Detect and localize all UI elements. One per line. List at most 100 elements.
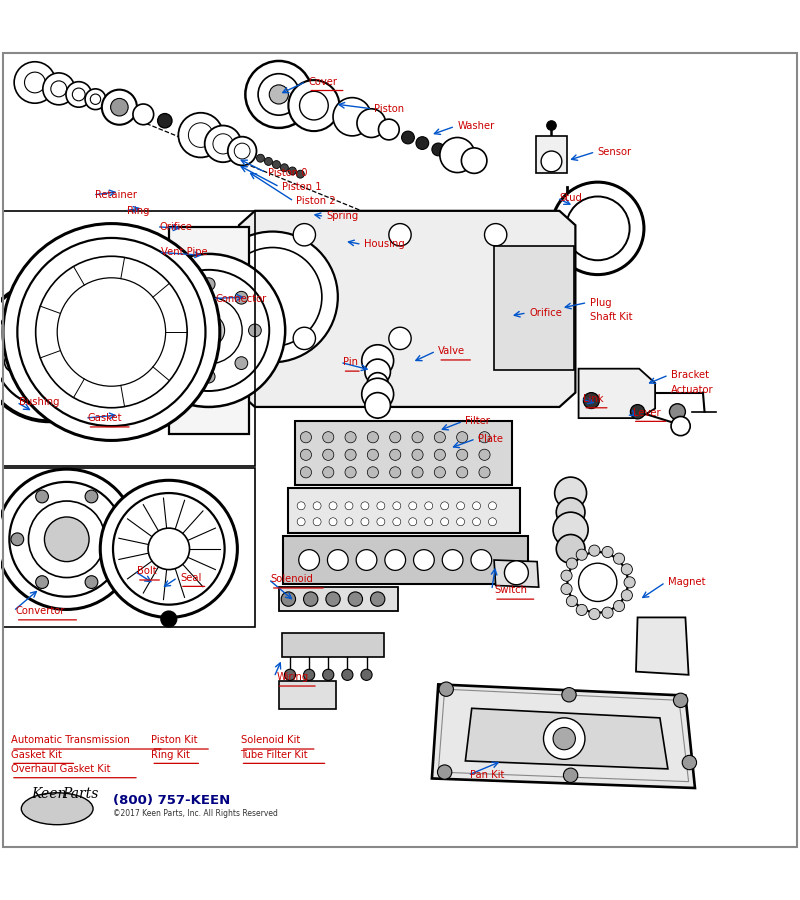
Circle shape (207, 231, 338, 363)
Circle shape (322, 432, 334, 443)
Circle shape (377, 502, 385, 509)
Circle shape (471, 550, 492, 571)
Circle shape (602, 608, 613, 618)
Circle shape (566, 558, 578, 569)
Circle shape (246, 61, 312, 128)
Circle shape (438, 765, 452, 779)
Text: Piston Kit: Piston Kit (151, 735, 198, 745)
Circle shape (567, 552, 628, 613)
Circle shape (45, 517, 89, 562)
Circle shape (342, 670, 353, 680)
Circle shape (258, 74, 299, 115)
Circle shape (297, 502, 305, 509)
Circle shape (589, 608, 600, 619)
Circle shape (235, 292, 248, 304)
Text: Automatic Transmission: Automatic Transmission (11, 735, 130, 745)
Text: Lever: Lever (633, 408, 661, 418)
Circle shape (566, 596, 578, 607)
Circle shape (583, 392, 599, 409)
Text: Filter: Filter (466, 417, 490, 427)
Circle shape (345, 467, 356, 478)
Circle shape (589, 545, 600, 556)
Polygon shape (494, 246, 574, 370)
Circle shape (202, 278, 215, 291)
Circle shape (14, 62, 55, 104)
Circle shape (505, 561, 528, 585)
Circle shape (0, 469, 137, 609)
Circle shape (390, 432, 401, 443)
Circle shape (578, 563, 617, 601)
Circle shape (393, 502, 401, 509)
Circle shape (462, 148, 487, 174)
Text: Ring Kit: Ring Kit (151, 750, 190, 760)
Circle shape (288, 167, 296, 175)
Polygon shape (283, 536, 527, 584)
Circle shape (22, 324, 76, 378)
Text: Bushing: Bushing (19, 397, 59, 407)
Circle shape (110, 98, 128, 116)
Circle shape (85, 491, 98, 503)
Circle shape (265, 158, 273, 166)
Text: Vent Pipe: Vent Pipe (161, 248, 207, 257)
Text: Housing: Housing (364, 239, 405, 249)
Circle shape (561, 583, 572, 595)
Circle shape (11, 533, 24, 545)
Text: Orifice: Orifice (159, 221, 192, 232)
Circle shape (293, 328, 315, 349)
Text: Plug: Plug (590, 298, 611, 308)
Circle shape (473, 502, 481, 509)
Circle shape (5, 353, 24, 372)
Circle shape (670, 404, 686, 419)
Circle shape (299, 91, 328, 120)
Polygon shape (636, 617, 689, 675)
Text: Bracket: Bracket (671, 370, 709, 380)
Circle shape (362, 378, 394, 410)
Circle shape (51, 81, 66, 97)
Text: Wiring: Wiring (277, 672, 309, 682)
Circle shape (205, 125, 242, 162)
Circle shape (624, 577, 635, 588)
Text: Piston: Piston (374, 104, 405, 113)
Circle shape (18, 238, 206, 426)
Circle shape (132, 254, 285, 407)
Circle shape (602, 546, 613, 558)
Circle shape (416, 137, 429, 149)
Circle shape (389, 328, 411, 349)
Circle shape (389, 223, 411, 246)
Circle shape (345, 502, 353, 509)
Circle shape (390, 467, 401, 478)
Circle shape (682, 755, 697, 770)
Text: Seal: Seal (180, 572, 202, 582)
Text: Keen: Keen (32, 788, 67, 801)
Circle shape (425, 502, 433, 509)
Text: Stud: Stud (559, 194, 582, 203)
Text: Switch: Switch (494, 585, 527, 595)
Circle shape (362, 345, 394, 377)
Circle shape (313, 502, 321, 509)
Circle shape (409, 518, 417, 526)
Circle shape (614, 554, 625, 564)
Bar (535, 136, 567, 173)
Circle shape (441, 518, 449, 526)
Circle shape (85, 89, 106, 110)
Circle shape (365, 359, 390, 384)
Circle shape (43, 73, 74, 104)
Circle shape (551, 182, 644, 274)
Ellipse shape (22, 793, 93, 824)
Circle shape (622, 563, 633, 575)
Text: Washer: Washer (458, 122, 494, 131)
Circle shape (288, 80, 339, 131)
Circle shape (300, 467, 311, 478)
Circle shape (329, 502, 337, 509)
Text: ©2017 Keen Parts, Inc. All Rights Reserved: ©2017 Keen Parts, Inc. All Rights Reserv… (113, 809, 278, 818)
Circle shape (541, 151, 562, 172)
Circle shape (36, 256, 187, 408)
Circle shape (390, 449, 401, 461)
Circle shape (485, 223, 507, 246)
Circle shape (674, 693, 688, 707)
Circle shape (228, 137, 257, 166)
Circle shape (556, 498, 585, 526)
Circle shape (576, 605, 587, 616)
Circle shape (85, 576, 98, 589)
Circle shape (412, 467, 423, 478)
